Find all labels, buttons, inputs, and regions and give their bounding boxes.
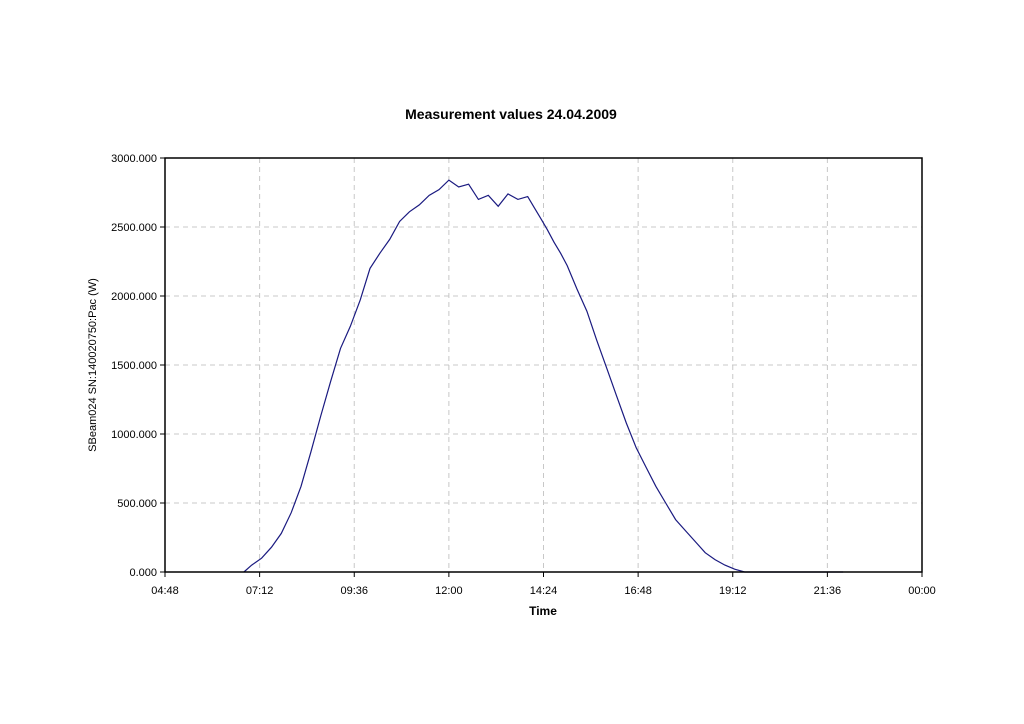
y-tick-label: 1500.000 [111, 360, 157, 372]
x-tick-label: 14:24 [530, 585, 558, 597]
y-tick-label: 2500.000 [111, 222, 157, 234]
x-tick-label: 00:00 [908, 585, 936, 597]
x-tick-label: 09:36 [340, 585, 368, 597]
y-tick-label: 500.000 [117, 498, 157, 510]
series-line [243, 179, 844, 573]
x-tick-label: 16:48 [624, 585, 652, 597]
y-tick-label: 1000.000 [111, 429, 157, 441]
x-tick-label: 21:36 [814, 585, 842, 597]
x-axis-title: Time [529, 604, 557, 618]
y-axis-title: SBeam024 SN:140020750:Pac (W) [87, 278, 99, 452]
x-tick-label: 19:12 [719, 585, 747, 597]
y-tick-label: 3000.000 [111, 153, 157, 165]
grid [165, 158, 922, 572]
y-tick-label: 2000.000 [111, 291, 157, 303]
chart-title: Measurement values 24.04.2009 [405, 106, 617, 122]
plot-frame [164, 157, 923, 573]
x-tick-label: 04:48 [151, 585, 179, 597]
tick-labels: 04:48 07:12 09:36 12:00 14:24 16:48 19:12 21:36… [111, 153, 936, 597]
plot-area [243, 179, 844, 573]
y-tick-label: 0.000 [129, 567, 157, 579]
x-tick-label: 12:00 [435, 585, 463, 597]
x-tick-label: 07:12 [246, 585, 274, 597]
